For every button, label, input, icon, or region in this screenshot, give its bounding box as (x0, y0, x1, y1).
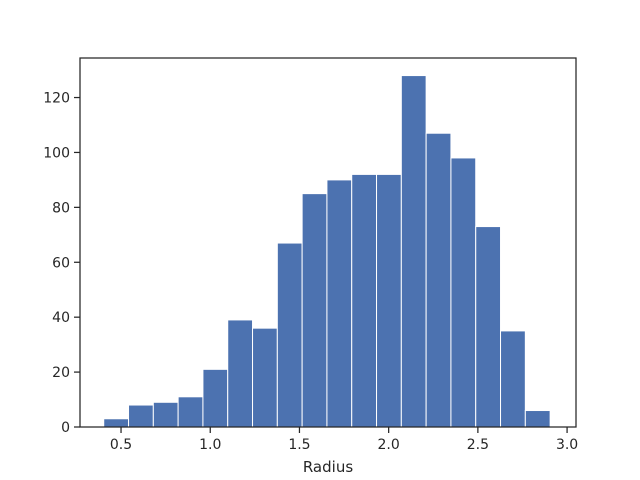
histogram-bar (326, 179, 353, 428)
histogram-bar (177, 396, 204, 428)
histogram-bar (376, 173, 402, 428)
histogram-bar (103, 418, 130, 428)
y-tick-label: 40 (52, 310, 70, 326)
x-tick-label: 2.5 (467, 437, 489, 453)
histogram-bar (351, 173, 378, 428)
histogram-bar (202, 368, 229, 428)
y-tick-label: 20 (52, 365, 70, 381)
histogram-bar (301, 193, 328, 428)
y-tick-label: 0 (61, 420, 70, 436)
x-tick-label: 1.5 (288, 437, 310, 453)
x-axis: 0.5 1.0 1.5 2.0 2.5 3.0 (110, 427, 578, 453)
y-tick-label: 100 (43, 145, 70, 161)
histogram-bar (276, 242, 303, 428)
histogram-bar (227, 319, 254, 428)
plot-frame (79, 57, 577, 428)
histogram-bar (252, 327, 278, 428)
histogram-bar (500, 330, 526, 428)
histogram-bar (400, 75, 427, 428)
y-tick-label: 120 (43, 91, 70, 107)
x-tick-label: 3.0 (556, 437, 578, 453)
bars-group (103, 75, 551, 428)
histogram-bar (475, 226, 502, 428)
x-tick-label: 0.5 (110, 437, 132, 453)
y-tick-label: 80 (52, 200, 70, 216)
x-axis-label: Radius (303, 458, 353, 476)
x-tick-label: 2.0 (378, 437, 400, 453)
y-axis: 0 20 40 60 80 100 120 (43, 91, 80, 436)
y-tick-label: 60 (52, 255, 70, 271)
histogram-bar (152, 401, 179, 428)
x-tick-label: 1.0 (199, 437, 221, 453)
histogram-bar (425, 132, 452, 428)
histogram-bar (450, 157, 477, 428)
histogram-bar (128, 404, 154, 428)
histogram-bar (524, 410, 551, 428)
